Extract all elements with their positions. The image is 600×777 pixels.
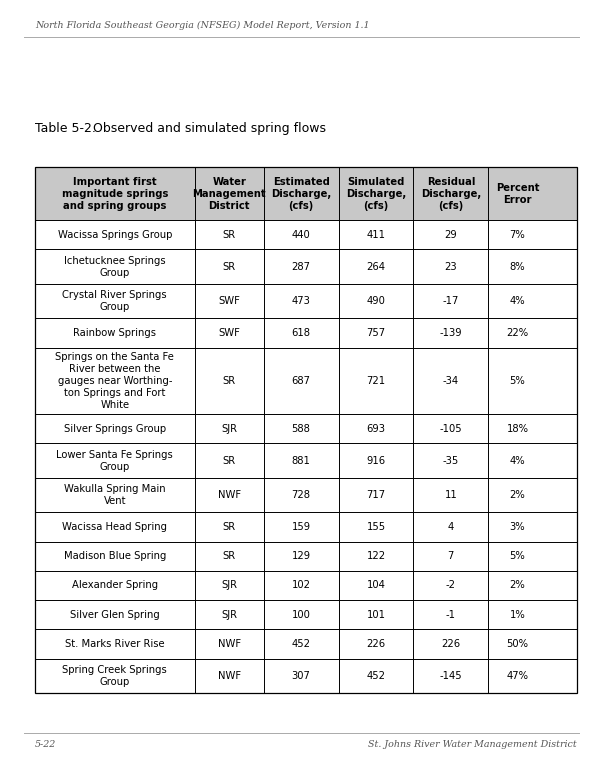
- Text: 728: 728: [292, 490, 311, 500]
- Text: SR: SR: [223, 262, 236, 272]
- Text: 3%: 3%: [510, 522, 526, 532]
- Text: 5%: 5%: [509, 551, 526, 561]
- Text: -139: -139: [440, 328, 462, 338]
- Text: 50%: 50%: [506, 639, 529, 649]
- Text: NWF: NWF: [218, 671, 241, 681]
- Text: 721: 721: [367, 376, 386, 386]
- Text: NWF: NWF: [218, 639, 241, 649]
- Text: 102: 102: [292, 580, 311, 591]
- Text: 104: 104: [367, 580, 385, 591]
- Text: 23: 23: [445, 262, 457, 272]
- Text: 473: 473: [292, 296, 311, 306]
- Bar: [35, 167, 577, 220]
- Text: Wacissa Head Spring: Wacissa Head Spring: [62, 522, 167, 532]
- Text: 2%: 2%: [509, 490, 526, 500]
- Text: 717: 717: [367, 490, 386, 500]
- Text: 5%: 5%: [509, 376, 526, 386]
- Text: 411: 411: [367, 230, 385, 240]
- Text: SR: SR: [223, 230, 236, 240]
- Text: 2%: 2%: [509, 580, 526, 591]
- Text: 7%: 7%: [509, 230, 526, 240]
- Text: 916: 916: [367, 455, 386, 465]
- Text: 452: 452: [367, 671, 385, 681]
- Text: Madison Blue Spring: Madison Blue Spring: [64, 551, 166, 561]
- Text: SR: SR: [223, 551, 236, 561]
- Text: -145: -145: [440, 671, 462, 681]
- Text: NWF: NWF: [218, 490, 241, 500]
- Text: 18%: 18%: [506, 423, 529, 434]
- Text: Observed and simulated spring flows: Observed and simulated spring flows: [93, 122, 326, 135]
- Text: 687: 687: [292, 376, 311, 386]
- Text: 4: 4: [448, 522, 454, 532]
- Text: 47%: 47%: [506, 671, 529, 681]
- Text: Alexander Spring: Alexander Spring: [72, 580, 158, 591]
- Text: 11: 11: [445, 490, 457, 500]
- Text: 5-22: 5-22: [35, 740, 56, 749]
- Text: Water
Management
District: Water Management District: [193, 176, 266, 211]
- Text: Residual
Discharge,
(cfs): Residual Discharge, (cfs): [421, 176, 481, 211]
- Text: North Florida Southeast Georgia (NFSEG) Model Report, Version 1.1: North Florida Southeast Georgia (NFSEG) …: [35, 20, 370, 30]
- Text: SWF: SWF: [218, 296, 240, 306]
- Text: Silver Glen Spring: Silver Glen Spring: [70, 610, 160, 620]
- Text: Important first
magnitude springs
and spring groups: Important first magnitude springs and sp…: [62, 176, 168, 211]
- Text: -105: -105: [440, 423, 462, 434]
- Text: Percent
Error: Percent Error: [496, 183, 539, 204]
- Text: -17: -17: [443, 296, 459, 306]
- Text: 8%: 8%: [510, 262, 526, 272]
- Text: 307: 307: [292, 671, 311, 681]
- Text: Spring Creek Springs
Group: Spring Creek Springs Group: [62, 665, 167, 687]
- Text: 618: 618: [292, 328, 311, 338]
- Text: Crystal River Springs
Group: Crystal River Springs Group: [62, 291, 167, 312]
- Text: 1%: 1%: [509, 610, 526, 620]
- Text: 4%: 4%: [510, 455, 526, 465]
- Text: 693: 693: [367, 423, 385, 434]
- Text: Rainbow Springs: Rainbow Springs: [73, 328, 157, 338]
- Text: 452: 452: [292, 639, 311, 649]
- Text: 264: 264: [367, 262, 385, 272]
- Text: 490: 490: [367, 296, 385, 306]
- Text: SJR: SJR: [221, 580, 237, 591]
- Text: -35: -35: [443, 455, 459, 465]
- Text: 129: 129: [292, 551, 311, 561]
- Text: 881: 881: [292, 455, 311, 465]
- Text: Wakulla Spring Main
Vent: Wakulla Spring Main Vent: [64, 484, 166, 506]
- Text: 757: 757: [367, 328, 386, 338]
- Text: 100: 100: [292, 610, 311, 620]
- Text: Silver Springs Group: Silver Springs Group: [64, 423, 166, 434]
- Text: 22%: 22%: [506, 328, 529, 338]
- Text: SR: SR: [223, 376, 236, 386]
- Text: SJR: SJR: [221, 423, 237, 434]
- Text: 440: 440: [292, 230, 310, 240]
- Text: St. Marks River Rise: St. Marks River Rise: [65, 639, 164, 649]
- Text: SJR: SJR: [221, 610, 237, 620]
- Text: 122: 122: [367, 551, 386, 561]
- Text: 155: 155: [367, 522, 386, 532]
- Text: -1: -1: [446, 610, 456, 620]
- Bar: [35, 167, 577, 693]
- Text: -34: -34: [443, 376, 459, 386]
- Text: St. Johns River Water Management District: St. Johns River Water Management Distric…: [368, 740, 577, 749]
- Text: Wacissa Springs Group: Wacissa Springs Group: [58, 230, 172, 240]
- Text: Lower Santa Fe Springs
Group: Lower Santa Fe Springs Group: [56, 450, 173, 472]
- Text: 4%: 4%: [510, 296, 526, 306]
- Text: 226: 226: [441, 639, 460, 649]
- Text: 159: 159: [292, 522, 311, 532]
- Text: SWF: SWF: [218, 328, 240, 338]
- Text: Table 5-2.: Table 5-2.: [35, 122, 95, 135]
- Text: Springs on the Santa Fe
River between the
gauges near Worthing-
ton Springs and : Springs on the Santa Fe River between th…: [55, 352, 174, 410]
- Text: 29: 29: [445, 230, 457, 240]
- Text: 7: 7: [448, 551, 454, 561]
- Text: 588: 588: [292, 423, 311, 434]
- Text: Ichetucknee Springs
Group: Ichetucknee Springs Group: [64, 256, 166, 277]
- Text: 101: 101: [367, 610, 385, 620]
- Text: 287: 287: [292, 262, 311, 272]
- Text: -2: -2: [446, 580, 456, 591]
- Text: SR: SR: [223, 522, 236, 532]
- Text: 226: 226: [367, 639, 386, 649]
- Text: Estimated
Discharge,
(cfs): Estimated Discharge, (cfs): [271, 176, 331, 211]
- Text: SR: SR: [223, 455, 236, 465]
- Text: Simulated
Discharge,
(cfs): Simulated Discharge, (cfs): [346, 176, 406, 211]
